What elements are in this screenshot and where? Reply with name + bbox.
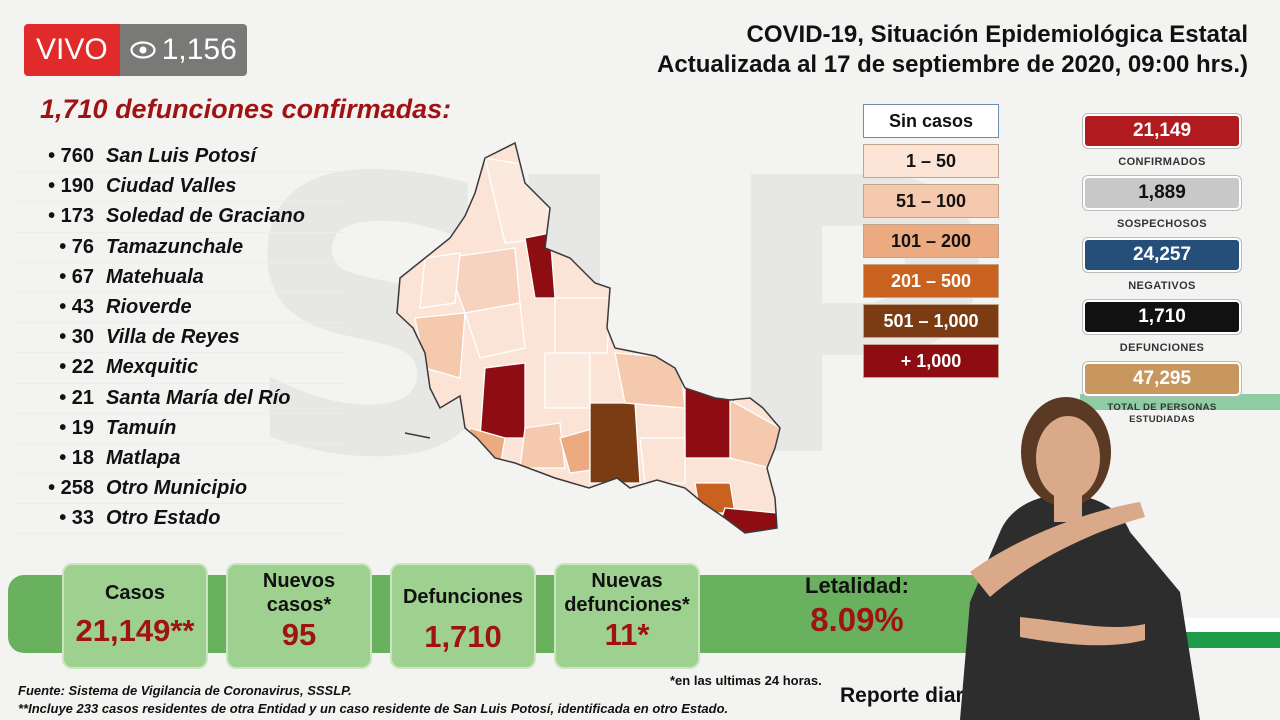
list-item: • 190 Ciudad Valles (14, 172, 344, 203)
municipality-name: Rioverde (106, 296, 192, 319)
death-count: • 173 (48, 205, 94, 228)
death-count: • 22 (59, 356, 94, 379)
negative-caption: NEGATIVOS (1128, 280, 1196, 292)
death-count: • 760 (48, 145, 94, 168)
lethality-value: 8.09% (810, 601, 904, 638)
studied-value: 47,295 (1083, 362, 1241, 396)
deaths-card: Defunciones 1,710 (390, 563, 536, 669)
list-item: • 18 Matlapa (14, 444, 344, 475)
list-item: • 21 Santa María del Río (14, 384, 344, 414)
municipality-name: Villa de Reyes (106, 326, 240, 349)
death-count: • 76 (59, 235, 94, 258)
municipality-name: Tamuín (106, 416, 177, 439)
legend-item: 1 – 50 (863, 144, 999, 178)
lethality-block: Letalidad: 8.09% (772, 574, 942, 642)
list-item: • 19 Tamuín (14, 414, 344, 444)
title-line-2: Actualizada al 17 de septiembre de 2020,… (657, 51, 1248, 78)
deaths-heading: 1,710 defunciones confirmadas: (40, 94, 452, 124)
death-count: • 43 (59, 296, 94, 319)
studied-caption: TOTAL DE PERSONAS ESTUDIADAS (1107, 402, 1217, 425)
deaths-metric-value: 1,710 (424, 619, 502, 654)
source-note: Fuente: Sistema de Vigilancia de Coronav… (18, 683, 352, 698)
municipality-name: Soledad de Graciano (106, 205, 305, 228)
list-item: • 30 Villa de Reyes (14, 323, 344, 354)
death-count: • 19 (59, 416, 94, 439)
legend-item: Sin casos (863, 104, 999, 138)
cases-card: Casos 21,149** (62, 563, 208, 669)
death-count: • 190 (48, 175, 94, 198)
death-count: • 33 (59, 507, 94, 530)
cases-label: Casos (104, 582, 166, 604)
last-24h-note: *en las ultimas 24 horas. (670, 673, 822, 688)
municipality-name: Otro Estado (106, 507, 221, 530)
municipality-name: Santa María del Río (106, 386, 291, 409)
death-count: • 21 (59, 386, 94, 409)
list-item: • 76 Tamazunchale (14, 233, 344, 263)
new-deaths-value: 11* (604, 617, 650, 652)
death-count: • 258 (48, 477, 94, 500)
lethality-label: Letalidad: (805, 573, 909, 598)
decorative-stripe (1080, 394, 1280, 410)
new-cases-label: Nuevos casos* (262, 570, 336, 616)
viewer-count-box: 1,156 (119, 24, 247, 76)
municipality-name: Matlapa (106, 446, 181, 469)
title-line-1: COVID-19, Situación Epidemiológica Estat… (746, 21, 1248, 48)
legend-item: 501 – 1,000 (863, 304, 999, 338)
footnote: **Incluye 233 casos residentes de otra E… (18, 701, 729, 716)
sign-language-interpreter (960, 397, 1200, 720)
legend-item: 51 – 100 (863, 184, 999, 218)
municipality-name: Ciudad Valles (106, 175, 237, 198)
municipality-name: San Luis Potosí (106, 145, 257, 168)
new-deaths-label: Nuevas defunciones* (564, 570, 690, 616)
new-cases-value: 95 (281, 617, 317, 652)
list-item: • 258 Otro Municipio (14, 474, 344, 505)
municipality-name: Otro Municipio (106, 477, 248, 500)
daily-report-label: Reporte diario (840, 684, 983, 707)
page-title: COVID-19, Situación Epidemiológica Estat… (657, 20, 1248, 80)
deaths-by-municipality-list: • 760 San Luis Potosí • 190 Ciudad Valles • … (14, 142, 344, 535)
map-legend: Sin casos 1 – 50 51 – 100 101 – 200 201 – 50… (863, 104, 999, 384)
confirmed-value: 21,149 (1083, 114, 1241, 148)
live-label: VIVO (24, 24, 120, 76)
death-count: • 18 (59, 446, 94, 469)
state-map (396, 141, 781, 534)
eye-icon (130, 41, 156, 59)
new-cases-card: Nuevos casos* 95 (226, 563, 372, 669)
municipality-name: Matehuala (106, 265, 204, 288)
cases-value: 21,149** (75, 613, 195, 648)
viewer-count: 1,156 (161, 33, 237, 66)
list-item: • 173 Soledad de Graciano (14, 202, 344, 233)
death-count: • 30 (59, 326, 94, 349)
confirmed-caption: CONFIRMADOS (1118, 156, 1206, 168)
list-item: • 43 Rioverde (14, 293, 344, 324)
negative-value: 24,257 (1083, 238, 1241, 272)
deaths-label: Defunciones (402, 586, 524, 608)
legend-item: 201 – 500 (863, 264, 999, 298)
new-deaths-card: Nuevas defunciones* 11* (554, 563, 700, 669)
list-item: • 22 Mexquitic (14, 353, 344, 384)
summary-stats: 21,149 CONFIRMADOS 1,889 SOSPECHOSOS 24,… (1083, 114, 1241, 430)
legend-item: 101 – 200 (863, 224, 999, 258)
legend-item: + 1,000 (863, 344, 999, 378)
death-count: • 67 (59, 265, 94, 288)
suspected-caption: SOSPECHOSOS (1117, 218, 1207, 230)
list-item: • 33 Otro Estado (14, 504, 344, 535)
list-item: • 760 San Luis Potosí (14, 142, 344, 173)
suspected-value: 1,889 (1083, 176, 1241, 210)
list-item: • 67 Matehuala (14, 263, 344, 293)
municipality-name: Mexquitic (106, 356, 199, 379)
live-badge: VIVO 1,156 (24, 24, 247, 76)
municipality-name: Tamazunchale (106, 235, 244, 258)
deaths-value: 1,710 (1083, 300, 1241, 334)
deaths-caption: DEFUNCIONES (1119, 342, 1205, 354)
